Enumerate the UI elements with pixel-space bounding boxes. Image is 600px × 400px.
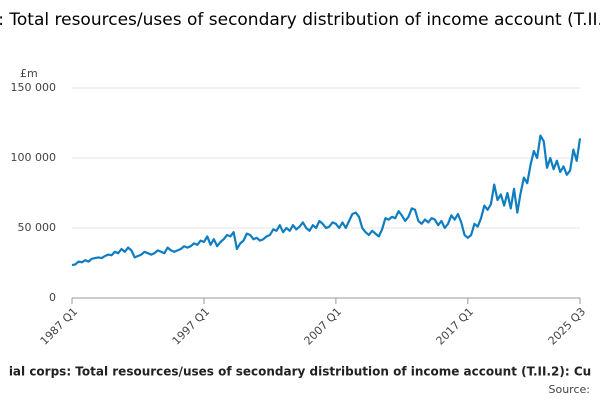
chart-title: Private non-financial corps: Total resou…	[0, 10, 600, 30]
source: Source:	[549, 383, 591, 396]
x-tick-label: 2007 Q1	[302, 305, 345, 348]
y-unit: £m	[20, 67, 38, 80]
x-tick-label: 2025 Q3	[546, 305, 589, 348]
x-tick-label: 1997 Q1	[170, 305, 213, 348]
x-tick-label: 1987 Q1	[38, 305, 81, 348]
y-tick-label: 150 000	[11, 81, 57, 94]
footer: ial corps: Total resources/uses of secon…	[9, 365, 591, 379]
x-tick-label: 2017 Q1	[434, 305, 477, 348]
y-tick-label: 100 000	[11, 151, 57, 164]
y-tick-label: 0	[49, 291, 56, 304]
series-line	[71, 134, 582, 267]
y-tick-label: 50 000	[18, 221, 57, 234]
